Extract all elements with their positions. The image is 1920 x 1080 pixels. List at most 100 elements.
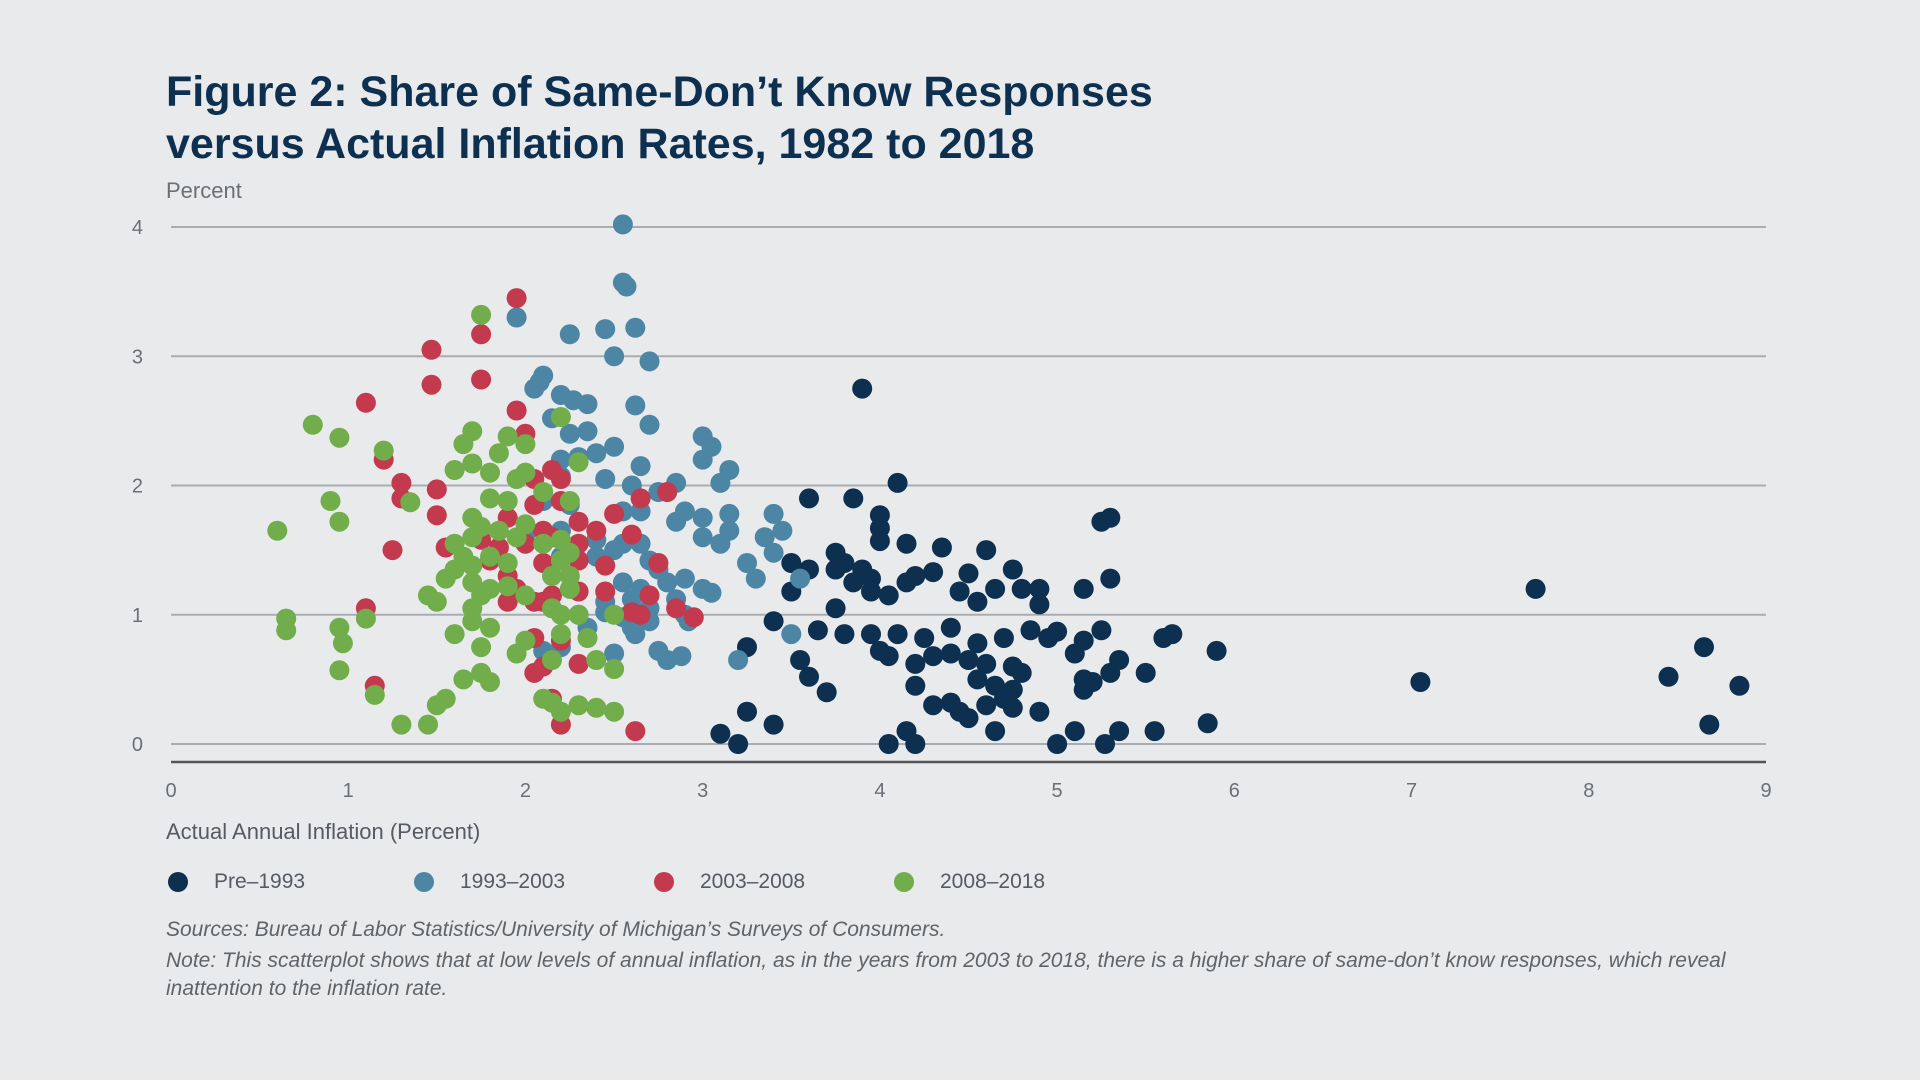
point-2008-2018-65 <box>444 624 465 645</box>
point-1993-2003-27 <box>630 456 651 477</box>
y-tick-labels: 0 1 2 3 4 <box>132 217 143 756</box>
point-pre-1993-38 <box>807 620 828 641</box>
y-tick-label-3: 3 <box>132 346 143 368</box>
x-tick-label-5: 5 <box>1052 780 1063 802</box>
point-pre-1993-40 <box>861 624 881 645</box>
point-2008-2018-36 <box>480 546 500 567</box>
point-1993-2003-62 <box>612 572 633 593</box>
point-2008-2018-84 <box>604 701 625 722</box>
point-1993-2003-67 <box>701 582 722 603</box>
y-axis-label: Percent <box>166 178 242 203</box>
point-2008-2018-39 <box>559 542 580 563</box>
point-2008-2018-55 <box>604 604 625 625</box>
x-tick-label-7: 7 <box>1406 780 1417 802</box>
point-2008-2018-58 <box>329 617 350 638</box>
point-2003-2008-6 <box>506 400 527 421</box>
point-2008-2018-53 <box>550 604 571 625</box>
point-pre-1993-60 <box>878 646 899 667</box>
point-pre-1993-97 <box>1109 721 1130 742</box>
point-2008-2018-77 <box>426 695 447 716</box>
point-2003-2008-32 <box>621 524 642 545</box>
point-pre-1993-103 <box>1694 637 1714 658</box>
point-2003-2008-48 <box>497 591 518 612</box>
legend-swatch-1993-2003 <box>414 872 434 892</box>
point-2003-2008-3 <box>471 369 492 390</box>
point-2003-2008-26 <box>657 482 678 502</box>
point-pre-1993-23 <box>905 566 926 586</box>
point-pre-1993-41 <box>887 624 908 645</box>
x-axis-label: Actual Annual Inflation (Percent) <box>166 819 480 844</box>
point-2008-2018-40 <box>542 566 562 586</box>
point-1993-2003-51 <box>763 503 784 524</box>
point-2008-2018-31 <box>533 533 554 554</box>
point-1993-2003-41 <box>719 503 740 524</box>
point-1993-2003-16 <box>639 414 660 435</box>
point-2008-2018-1 <box>302 414 323 435</box>
point-1993-2003-60 <box>763 542 784 563</box>
point-pre-1993-31 <box>1029 578 1050 599</box>
legend-item-2008-2018: 2008–2018 <box>894 870 1045 894</box>
x-tick-label-3: 3 <box>697 780 708 802</box>
chart-title-line-1: Figure 2: Share of Same-Don’t Know Respo… <box>166 68 1153 116</box>
point-pre-1993-100 <box>1410 672 1431 692</box>
point-1993-2003-15 <box>625 395 646 416</box>
point-pre-1993-2 <box>799 488 819 509</box>
point-1993-2003-82 <box>604 643 625 664</box>
point-pre-1993-7 <box>896 533 917 554</box>
point-pre-1993-32 <box>1029 594 1050 615</box>
point-2003-2008-46 <box>683 607 704 628</box>
x-tick-label-1: 1 <box>343 780 354 802</box>
y-tick-label-2: 2 <box>132 476 143 498</box>
point-2008-2018-54 <box>568 604 589 625</box>
point-2003-2008-4 <box>421 374 442 395</box>
legend-item-pre-1993: Pre–1993 <box>168 870 305 894</box>
x-tick-label-8: 8 <box>1583 780 1594 802</box>
point-2008-2018-20 <box>497 491 518 511</box>
point-pre-1993-78 <box>923 695 944 716</box>
point-2008-2018-30 <box>515 514 536 535</box>
point-2008-2018-86 <box>355 608 376 629</box>
point-2008-2018-64 <box>577 628 598 648</box>
point-pre-1993-43 <box>940 617 961 638</box>
point-pre-1993-1 <box>887 472 908 493</box>
legend-swatch-2003-2008 <box>654 872 674 892</box>
point-2008-2018-8 <box>568 452 589 473</box>
series-2008-2018 <box>267 304 625 735</box>
point-pre-1993-76 <box>1073 679 1094 700</box>
point-pre-1993-21 <box>878 585 899 606</box>
point-pre-1993-96 <box>1095 734 1115 754</box>
point-pre-1993-99 <box>1197 713 1218 734</box>
point-2003-2008-45 <box>666 598 687 619</box>
point-2008-2018-12 <box>488 443 509 464</box>
point-1993-2003-59 <box>737 553 757 573</box>
point-2003-2008-17 <box>550 469 571 489</box>
point-pre-1993-75 <box>1135 662 1156 683</box>
point-2003-2008-25 <box>630 488 651 509</box>
point-2008-2018-19 <box>480 488 500 509</box>
point-1993-2003-64 <box>657 572 678 593</box>
legend-label-pre-1993: Pre–1993 <box>214 870 306 893</box>
point-1993-2003-2 <box>616 276 637 297</box>
point-2008-2018-59 <box>332 633 353 654</box>
point-2003-2008-23 <box>586 520 607 541</box>
point-2003-2008-9 <box>391 472 412 493</box>
point-1993-2003-33 <box>710 472 731 493</box>
point-pre-1993-85 <box>1029 701 1050 722</box>
point-1993-2003-18 <box>559 423 580 444</box>
point-2003-2008-1 <box>471 324 492 345</box>
point-1993-2003-26 <box>586 443 607 464</box>
point-1993-2003-85 <box>671 646 692 667</box>
legend-swatch-2008-2018 <box>894 872 914 892</box>
point-2008-2018-68 <box>542 650 562 670</box>
legend-item-2003-2008: 2003–2008 <box>654 870 805 894</box>
point-2003-2008-22 <box>568 511 589 532</box>
chart-title-line-2: versus Actual Inflation Rates, 1982 to 2… <box>166 120 1035 168</box>
point-pre-1993-37 <box>763 611 784 632</box>
point-2008-2018-48 <box>559 578 580 599</box>
point-pre-1993-90 <box>878 734 899 754</box>
point-2003-2008-12 <box>426 505 447 526</box>
y-tick-label-0: 0 <box>132 734 143 756</box>
point-pre-1993-56 <box>790 650 811 670</box>
point-1993-2003-53 <box>754 527 775 548</box>
